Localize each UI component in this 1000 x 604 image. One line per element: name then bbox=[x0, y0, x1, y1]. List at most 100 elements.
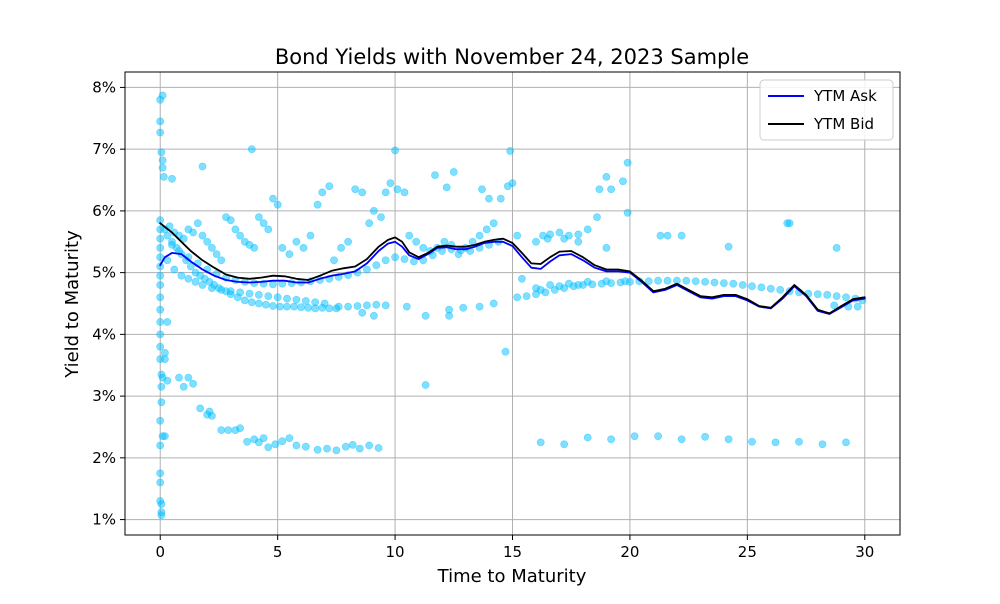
scatter-point bbox=[163, 318, 172, 326]
scatter-point bbox=[332, 446, 341, 455]
scatter-point bbox=[203, 237, 212, 246]
scatter-point bbox=[449, 168, 458, 176]
x-tick-label: 15 bbox=[503, 543, 522, 561]
scatter-point bbox=[304, 303, 313, 312]
scatter-point bbox=[158, 91, 167, 100]
scatter-point bbox=[269, 302, 277, 310]
y-tick-label: 1% bbox=[92, 511, 116, 529]
scatter-point bbox=[583, 277, 592, 286]
scatter-point bbox=[402, 302, 411, 311]
scatter-point bbox=[313, 445, 322, 454]
scatter-point bbox=[663, 231, 672, 240]
scatter-point bbox=[583, 225, 592, 234]
legend: YTM Ask YTM Bid bbox=[759, 79, 894, 141]
scatter-point bbox=[459, 303, 468, 312]
scatter-point bbox=[341, 442, 350, 451]
scatter-point bbox=[156, 469, 165, 478]
scatter-point bbox=[757, 283, 766, 292]
scatter-point bbox=[179, 234, 188, 243]
x-axis-ticks: 0 5 10 15 20 25 30 bbox=[155, 535, 874, 561]
scatter-point bbox=[489, 219, 498, 228]
scatter-point bbox=[478, 185, 486, 194]
scatter-point bbox=[156, 416, 165, 425]
y-tick-label: 8% bbox=[92, 78, 116, 96]
scatter-point bbox=[245, 289, 254, 298]
scatter-point bbox=[337, 243, 345, 252]
scatter-point bbox=[421, 311, 430, 320]
scatter-point bbox=[501, 347, 510, 356]
scatter-point bbox=[832, 292, 841, 300]
scatter-point bbox=[160, 432, 169, 441]
scatter-point bbox=[269, 194, 277, 203]
scatter-point bbox=[555, 228, 564, 237]
scatter-point bbox=[365, 219, 374, 228]
x-tick-label: 25 bbox=[738, 543, 757, 561]
scatter-point bbox=[261, 300, 270, 309]
scatter-point bbox=[156, 478, 165, 487]
scatter-point bbox=[186, 262, 195, 271]
scatter-point bbox=[475, 302, 484, 311]
scatter-point bbox=[179, 382, 188, 391]
scatter-point bbox=[381, 301, 390, 310]
scatter-point bbox=[496, 194, 505, 203]
scatter-point bbox=[198, 231, 207, 240]
scatter-point bbox=[595, 185, 604, 194]
scatter-point bbox=[630, 432, 639, 441]
scatter-point bbox=[250, 243, 259, 252]
scatter-point bbox=[644, 277, 653, 286]
scatter-point bbox=[292, 295, 301, 304]
scatter-point bbox=[254, 213, 263, 221]
scatter-point bbox=[832, 243, 841, 252]
scatter-point bbox=[160, 355, 169, 363]
scatter-point bbox=[393, 185, 402, 194]
scatter-point bbox=[602, 172, 611, 181]
scatter-point bbox=[168, 174, 176, 183]
scatter-point bbox=[156, 253, 165, 262]
scatter-point bbox=[290, 302, 298, 311]
scatter-point bbox=[285, 250, 294, 258]
scatter-point bbox=[269, 280, 277, 289]
scatter-point bbox=[623, 208, 632, 217]
scatter-point bbox=[574, 281, 583, 289]
scatter-point bbox=[259, 434, 268, 442]
scatter-point bbox=[691, 277, 700, 286]
scatter-point bbox=[325, 182, 334, 191]
scatter-point bbox=[217, 426, 226, 434]
scatter-point bbox=[157, 148, 166, 157]
scatter-point bbox=[353, 302, 362, 310]
scatter-point bbox=[184, 274, 193, 283]
scatter-point bbox=[264, 292, 273, 300]
scatter-point bbox=[159, 172, 168, 181]
scatter-point bbox=[278, 437, 287, 446]
scatter-point bbox=[701, 432, 709, 441]
scatter-point bbox=[198, 281, 207, 289]
scatter-point bbox=[163, 376, 172, 385]
series-lines bbox=[159, 222, 866, 315]
scatter-point bbox=[607, 435, 615, 444]
scatter-point bbox=[682, 276, 691, 285]
scatter-point bbox=[224, 426, 233, 434]
scatter-point bbox=[231, 225, 240, 234]
scatter-point bbox=[555, 282, 564, 291]
scatter-point bbox=[207, 284, 216, 292]
scatter-point bbox=[254, 299, 263, 308]
scatter-point bbox=[623, 158, 632, 167]
scatter-point bbox=[156, 128, 165, 137]
scatter-point bbox=[522, 292, 531, 300]
y-axis-ticks: 1% 2% 3% 4% 5% 6% 7% 8% bbox=[92, 78, 125, 529]
scatter-point bbox=[710, 278, 719, 287]
scatter-point bbox=[301, 442, 310, 451]
scatter-point bbox=[292, 441, 301, 450]
scatter-point bbox=[156, 293, 165, 302]
scatter-point bbox=[196, 404, 205, 413]
scatter-point bbox=[475, 231, 484, 240]
scatter-point bbox=[813, 290, 822, 299]
scatter-point bbox=[358, 308, 367, 317]
scatter-point bbox=[320, 299, 329, 308]
scatter-point bbox=[217, 285, 226, 294]
scatter-point bbox=[355, 444, 364, 453]
scatter-point bbox=[823, 290, 832, 299]
scatter-point bbox=[351, 185, 360, 194]
scatter-point bbox=[508, 179, 517, 187]
scatter-point bbox=[271, 440, 280, 449]
